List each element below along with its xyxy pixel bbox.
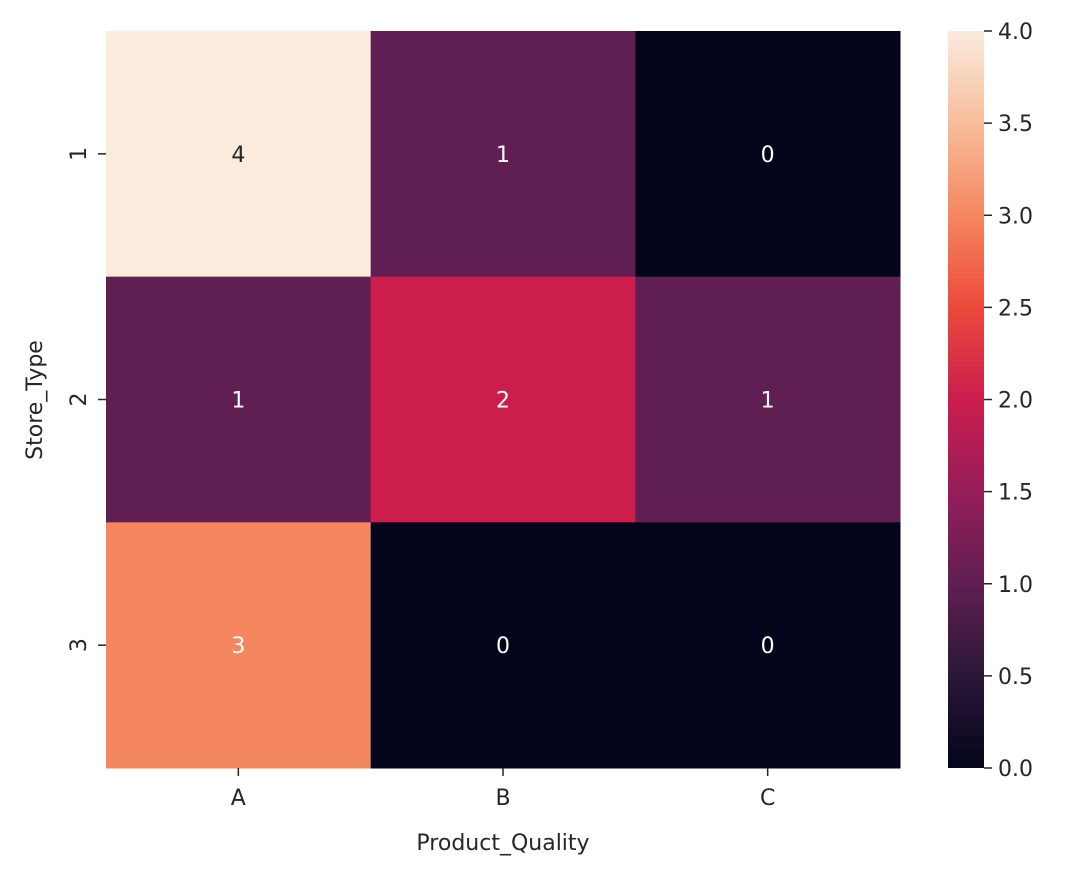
y-tick-label: 2 <box>67 393 92 407</box>
x-axis-ticks: A B C <box>231 768 775 811</box>
colorbar <box>948 31 984 768</box>
cell-value-label: 1 <box>496 143 510 168</box>
heatmap-cell <box>370 276 636 523</box>
cell-value-label: 2 <box>496 389 510 414</box>
y-tick-label: 1 <box>67 147 92 161</box>
colorbar-tick-label: 3.5 <box>998 112 1033 137</box>
cell-value-label: 1 <box>761 389 775 414</box>
y-axis-ticks: 1 2 3 <box>67 147 106 652</box>
cell-value-label: 3 <box>231 634 245 659</box>
cell-value-label: 0 <box>761 143 775 168</box>
colorbar-tick-label: 3.0 <box>998 204 1033 229</box>
heatmap-cell <box>106 31 372 278</box>
colorbar-tick-label: 1.0 <box>998 573 1033 598</box>
x-tick-label: C <box>760 786 775 811</box>
colorbar-tick-label: 1.5 <box>998 481 1033 506</box>
colorbar-tick-label: 4.0 <box>998 20 1033 45</box>
heatmap-cell <box>370 31 636 278</box>
heatmap-cell <box>635 31 901 278</box>
y-axis-label: Store_Type <box>23 340 48 460</box>
heatmap-cell <box>106 276 372 523</box>
heatmap-cell <box>106 522 372 769</box>
colorbar-tick-label: 2.5 <box>998 296 1033 321</box>
cell-value-label: 1 <box>231 389 245 414</box>
y-tick-label: 3 <box>67 638 92 652</box>
colorbar-tick-label: 0.5 <box>998 665 1033 690</box>
heatmap-cell <box>370 522 636 769</box>
heatmap-cells: 4 1 0 1 2 1 3 0 0 <box>106 31 901 769</box>
colorbar-ticks: 0.0 0.5 1.0 1.5 2.0 2.5 3.0 3.5 4.0 <box>984 20 1033 782</box>
cell-value-label: 0 <box>496 634 510 659</box>
x-axis-label: Product_Quality <box>416 831 589 856</box>
x-tick-label: B <box>495 786 510 811</box>
heatmap-cell <box>635 276 901 523</box>
x-tick-label: A <box>231 786 246 811</box>
heatmap-cell <box>635 522 901 769</box>
cell-value-label: 0 <box>761 634 775 659</box>
cell-value-label: 4 <box>231 143 245 168</box>
colorbar-tick-label: 0.0 <box>998 757 1033 782</box>
colorbar-tick-label: 2.0 <box>998 389 1033 414</box>
